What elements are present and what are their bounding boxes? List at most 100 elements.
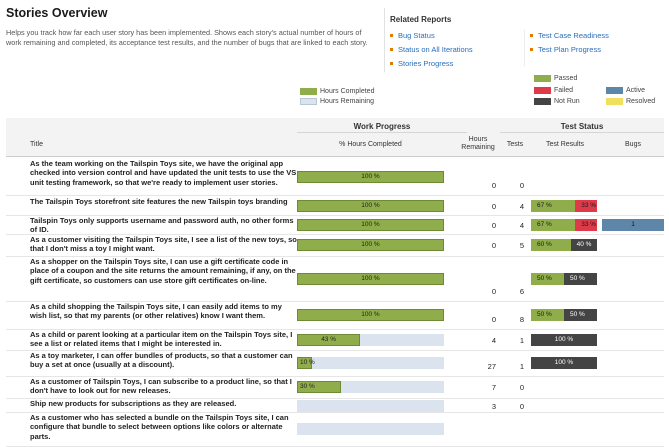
hours-completed-label: 100 % bbox=[361, 275, 380, 282]
hours-remaining-value: 0 bbox=[491, 221, 496, 230]
header-test-status: Test Status bbox=[560, 122, 604, 131]
link-test-plan-progress[interactable]: Test Plan Progress bbox=[530, 45, 601, 54]
hours-completed-label: 100 % bbox=[361, 221, 380, 228]
hours-progress-bar: 100 % bbox=[297, 219, 444, 231]
hours-remaining-value: 4 bbox=[491, 336, 496, 345]
tests-count-value: 0 bbox=[519, 181, 524, 190]
test-result-passed: 50 % bbox=[531, 309, 564, 321]
table-row: As the team working on the Tailspin Toys… bbox=[6, 158, 664, 196]
story-title-link[interactable]: As a child shopping the Tailspin Toys si… bbox=[30, 302, 282, 321]
test-result-notrun: 100 % bbox=[531, 334, 597, 346]
hours-completed-fill bbox=[297, 309, 444, 321]
tests-count-value: 4 bbox=[519, 202, 524, 211]
hours-completed-fill bbox=[297, 357, 312, 369]
hours-remaining-value: 3 bbox=[491, 402, 496, 411]
related-reports-divider bbox=[524, 30, 525, 66]
header-work-progress: Work Progress bbox=[353, 122, 411, 131]
hours-completed-fill bbox=[297, 381, 342, 393]
hours-progress-bar: 100 % bbox=[297, 239, 444, 251]
story-title-link[interactable]: As the team working on the Tailspin Toys… bbox=[30, 159, 297, 187]
test-result-passed: 60 % bbox=[531, 239, 571, 251]
hours-completed-label: 100 % bbox=[361, 311, 380, 318]
table-row: As a customer visiting the Tailspin Toys… bbox=[6, 234, 664, 257]
bugs-active-bar: 1 bbox=[602, 219, 664, 231]
legend-swatch-failed bbox=[534, 87, 551, 94]
story-title-link[interactable]: Tailspin Toys only supports username and… bbox=[30, 216, 294, 235]
header-pct-completed: % Hours Completed bbox=[339, 141, 402, 148]
table-row: As a toy marketer, I can offer bundles o… bbox=[6, 350, 664, 377]
link-bug-status[interactable]: Bug Status bbox=[390, 31, 435, 40]
table-row: As a shopper on the Tailspin Toys site, … bbox=[6, 256, 664, 302]
hours-remaining-value: 0 bbox=[491, 287, 496, 296]
hours-completed-fill bbox=[297, 239, 444, 251]
table-row: As a child shopping the Tailspin Toys si… bbox=[6, 301, 664, 330]
header-work-underline bbox=[297, 132, 467, 133]
hours-completed-label: 100 % bbox=[361, 173, 380, 180]
legend-swatch-resolved bbox=[606, 98, 623, 105]
test-result-passed: 67 % bbox=[531, 200, 576, 212]
tests-count-value: 5 bbox=[519, 241, 524, 250]
story-title-link[interactable]: Ship new products for subscriptions as t… bbox=[30, 399, 237, 408]
hours-progress-bar bbox=[297, 400, 444, 412]
tests-count-value: 6 bbox=[519, 287, 524, 296]
test-result-failed: 33 % bbox=[575, 219, 597, 231]
tests-count-value: 0 bbox=[519, 383, 524, 392]
story-title-link[interactable]: As a customer who has selected a bundle … bbox=[30, 413, 289, 441]
hours-remaining-value: 0 bbox=[491, 181, 496, 190]
tests-count-value: 0 bbox=[519, 402, 524, 411]
story-title-link[interactable]: As a toy marketer, I can offer bundles o… bbox=[30, 351, 293, 370]
story-title-link[interactable]: As a child or parent looking at a partic… bbox=[30, 330, 293, 349]
legend-swatch-active bbox=[606, 87, 623, 94]
link-stories-progress[interactable]: Stories Progress bbox=[390, 59, 453, 68]
table-row: Ship new products for subscriptions as t… bbox=[6, 398, 664, 413]
hours-completed-label: 43 % bbox=[321, 336, 337, 343]
header-tests: Tests bbox=[506, 141, 524, 148]
legend-swatch-not-run bbox=[534, 98, 551, 105]
page-description: Helps you track how far each user story … bbox=[6, 28, 368, 47]
test-result-notrun: 50 % bbox=[564, 309, 597, 321]
table-row: As a child or parent looking at a partic… bbox=[6, 329, 664, 351]
test-result-notrun: 40 % bbox=[570, 239, 597, 251]
tests-count-value: 1 bbox=[519, 336, 524, 345]
legend-swatch-completed bbox=[300, 88, 317, 95]
hours-completed-fill bbox=[297, 171, 444, 183]
tests-count-value: 8 bbox=[519, 315, 524, 324]
page-title: Stories Overview bbox=[6, 6, 108, 20]
hours-completed-fill bbox=[297, 200, 444, 212]
tests-count-value: 4 bbox=[519, 221, 524, 230]
story-title-link[interactable]: As a customer visiting the Tailspin Toys… bbox=[30, 235, 297, 254]
hours-completed-fill bbox=[297, 334, 361, 346]
hours-completed-label: 100 % bbox=[361, 202, 380, 209]
test-result-failed: 33 % bbox=[575, 200, 597, 212]
hours-progress-bar bbox=[297, 423, 444, 435]
hours-progress-bar: 100 % bbox=[297, 273, 444, 285]
table-row: The Tailspin Toys storefront site featur… bbox=[6, 196, 664, 216]
header-bugs: Bugs bbox=[625, 141, 641, 148]
test-result-notrun: 100 % bbox=[531, 357, 597, 369]
hours-remaining-value: 0 bbox=[491, 315, 496, 324]
hours-progress-bar: 100 % bbox=[297, 171, 444, 183]
hours-remaining-value: 7 bbox=[491, 383, 496, 392]
story-title-link[interactable]: The Tailspin Toys storefront site featur… bbox=[30, 197, 288, 206]
table-header bbox=[6, 118, 664, 157]
test-result-passed: 67 % bbox=[531, 219, 576, 231]
story-title-link[interactable]: As a shopper on the Tailspin Toys site, … bbox=[30, 257, 296, 285]
link-status-all-iterations[interactable]: Status on All Iterations bbox=[390, 45, 473, 54]
hours-progress-bar: 100 % bbox=[297, 309, 444, 321]
hours-remaining-value: 0 bbox=[491, 241, 496, 250]
header-test-underline bbox=[500, 132, 664, 133]
legend-swatch-remaining bbox=[300, 98, 317, 105]
hours-completed-label: 30 % bbox=[300, 383, 315, 390]
link-test-case-readiness[interactable]: Test Case Readiness bbox=[530, 31, 609, 40]
hours-completed-fill bbox=[297, 273, 444, 285]
story-title-link[interactable]: As a customer of Tailspin Toys, I can su… bbox=[30, 377, 292, 396]
test-result-passed: 50 % bbox=[531, 273, 564, 285]
hours-completed-fill bbox=[297, 219, 444, 231]
related-reports-panel bbox=[384, 8, 663, 72]
table-row: As a customer who has selected a bundle … bbox=[6, 412, 664, 447]
hours-progress-bar: 10 % bbox=[297, 357, 444, 369]
test-result-notrun: 50 % bbox=[564, 273, 597, 285]
hours-remaining-value: 27 bbox=[487, 362, 496, 371]
tests-count-value: 1 bbox=[519, 362, 524, 371]
hours-progress-bar: 100 % bbox=[297, 200, 444, 212]
